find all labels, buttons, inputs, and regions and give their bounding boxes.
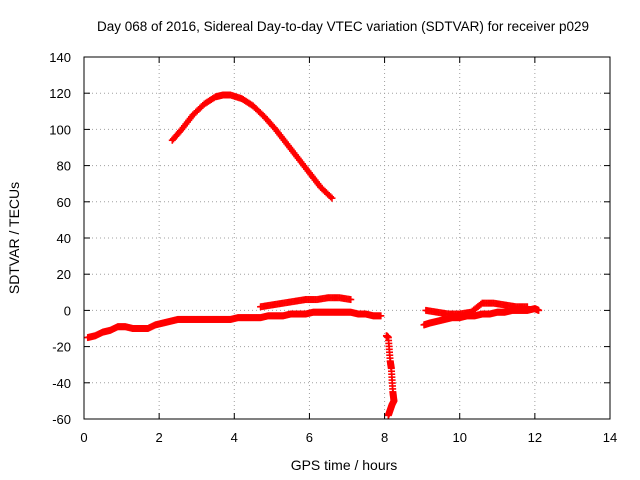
data-point — [347, 296, 355, 304]
grid-layer — [84, 57, 610, 419]
y-tick-label: -60 — [52, 412, 71, 427]
x-axis-label: GPS time / hours — [291, 457, 398, 473]
x-tick-label: 12 — [528, 430, 542, 445]
x-tick-label: 2 — [156, 430, 163, 445]
data-point — [384, 411, 392, 419]
x-tick-label: 0 — [80, 430, 87, 445]
y-axis-label: SDTVAR / TECUs — [6, 182, 22, 294]
x-tick-label: 4 — [231, 430, 238, 445]
x-tick-label: 10 — [452, 430, 466, 445]
x-tick-label: 6 — [306, 430, 313, 445]
y-tick-label: 120 — [49, 86, 71, 101]
y-tick-label: 60 — [57, 195, 71, 210]
data-point — [535, 306, 543, 314]
x-tick-label: 14 — [603, 430, 617, 445]
x-tick-label: 8 — [381, 430, 388, 445]
y-tick-label: -20 — [52, 340, 71, 355]
data-point — [523, 303, 531, 311]
tick-labels: 0 2 4 6 8 10 12 14 -60 -40 -20 0 20 40 60 80 100 120 140 — [49, 50, 617, 445]
y-tick-label: 100 — [49, 122, 71, 137]
y-tick-label: 80 — [57, 159, 71, 174]
chart-title: Day 068 of 2016, Sidereal Day-to-day VTE… — [97, 19, 589, 34]
data-point — [327, 193, 335, 201]
ticks-layer — [83, 56, 611, 420]
data-point — [328, 194, 336, 202]
points-layer — [84, 91, 543, 419]
data-point — [377, 312, 385, 320]
y-tick-label: -40 — [52, 376, 71, 391]
y-tick-label: 0 — [64, 303, 71, 318]
plot-frame — [83, 56, 611, 420]
y-tick-label: 140 — [49, 50, 71, 65]
y-tick-label: 20 — [57, 267, 71, 282]
y-tick-label: 40 — [57, 231, 71, 246]
